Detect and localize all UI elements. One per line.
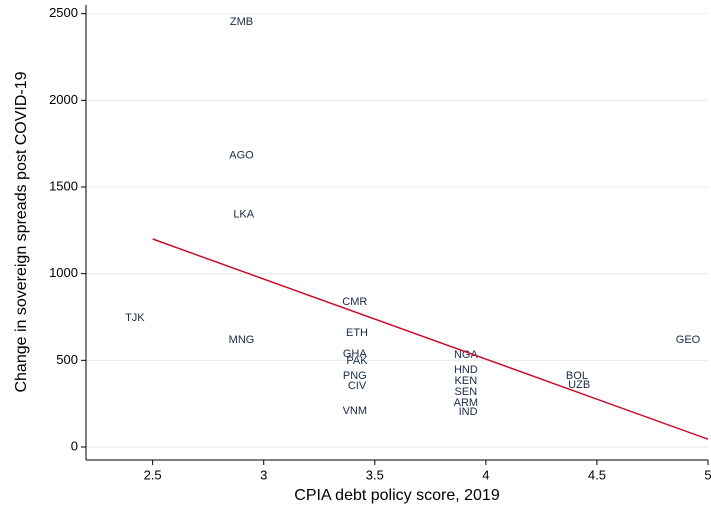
- point-label: UZB: [568, 379, 590, 391]
- point-label: BOL: [566, 370, 588, 382]
- point-label: ARM: [454, 397, 478, 409]
- point-label: MNG: [229, 334, 255, 346]
- point-label: VNM: [343, 405, 367, 417]
- point-label: AGO: [229, 150, 254, 162]
- point-label: PAK: [346, 355, 368, 367]
- point-label: GEO: [676, 334, 701, 346]
- point-label: CIV: [348, 380, 367, 392]
- x-tick-label: 3: [260, 467, 267, 482]
- y-tick-label: 2500: [49, 5, 78, 20]
- x-tick-label: 4.5: [588, 467, 606, 482]
- point-label: LKA: [233, 209, 254, 221]
- point-label: IND: [459, 406, 478, 418]
- point-label: SEN: [455, 386, 478, 398]
- x-tick-label: 4: [482, 467, 489, 482]
- point-label: KEN: [455, 375, 478, 387]
- x-tick-label: 3.5: [366, 467, 384, 482]
- x-tick-label: 5: [704, 467, 711, 482]
- point-label: CMR: [342, 296, 367, 308]
- point-label: NGA: [454, 349, 479, 361]
- point-label: TJK: [125, 312, 145, 324]
- point-label: ZMB: [230, 16, 253, 28]
- y-tick-label: 2000: [49, 92, 78, 107]
- y-axis-title: Change in sovereign spreads post COVID-1…: [13, 71, 30, 392]
- x-axis-title: CPIA debt policy score, 2019: [294, 487, 500, 504]
- point-label: GHA: [343, 348, 368, 360]
- point-label: ETH: [346, 327, 368, 339]
- y-tick-label: 0: [71, 438, 78, 453]
- fit-line: [152, 238, 709, 440]
- x-tick-label: 2.5: [144, 467, 162, 482]
- point-label: PNG: [343, 370, 367, 382]
- point-label: HND: [454, 364, 478, 376]
- y-tick-label: 1500: [49, 178, 78, 193]
- y-tick-label: 1000: [49, 265, 78, 280]
- y-tick-label: 500: [56, 352, 78, 367]
